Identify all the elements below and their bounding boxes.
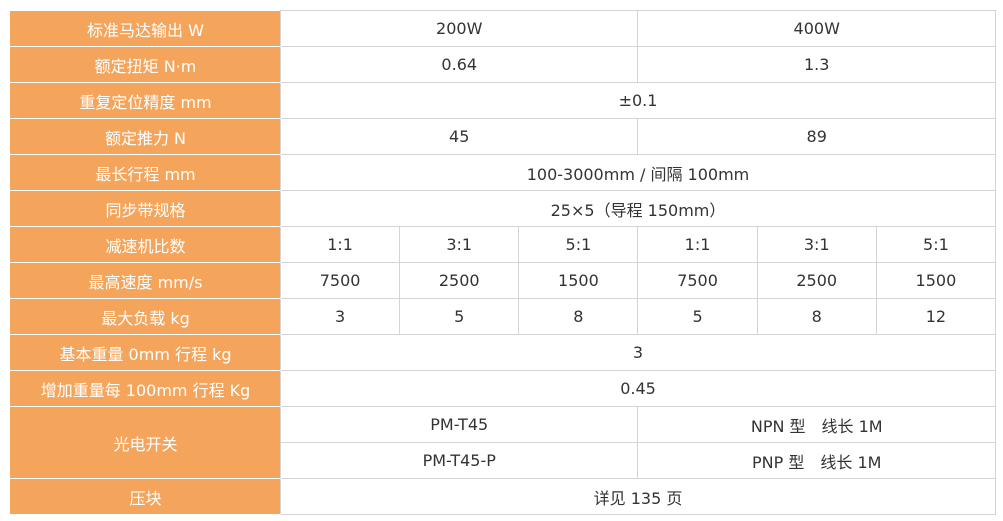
cell: 200W xyxy=(279,10,639,47)
table-row: 最长行程 mm 100-3000mm / 间隔 100mm xyxy=(10,154,996,191)
row-label: 最大负载 kg xyxy=(10,298,281,335)
cell: PNP 型 线长 1M xyxy=(637,442,996,479)
cell: 400W xyxy=(637,10,996,47)
cell: 45 xyxy=(279,118,639,155)
row-label: 减速机比数 xyxy=(10,226,281,263)
cell: ±0.1 xyxy=(280,82,996,119)
cell: 3:1 xyxy=(756,226,877,263)
row-label: 光电开关 xyxy=(10,406,281,479)
cell: 1:1 xyxy=(279,226,401,263)
cell: 89 xyxy=(637,118,996,155)
table-row: 同步带规格 25×5（导程 150mm） xyxy=(10,190,996,227)
cell: PM-T45-P xyxy=(279,442,639,479)
cell: 8 xyxy=(518,298,639,335)
cell: 1:1 xyxy=(637,226,758,263)
cell: 5 xyxy=(399,298,520,335)
table-row: PM-T45-P PNP 型 线长 1M xyxy=(11,442,996,479)
cell: 3:1 xyxy=(399,226,520,263)
row-label: 同步带规格 xyxy=(10,190,281,227)
cell: 1500 xyxy=(875,262,997,299)
cell: 3 xyxy=(280,334,996,371)
spec-table: 标准马达输出 W 200W 400W 额定扭矩 N·m 0.64 1.3 重复定位精度 mm… xyxy=(10,10,997,515)
cell: 8 xyxy=(756,298,877,335)
cell: 0.64 xyxy=(279,46,639,83)
cell: 0.45 xyxy=(280,370,996,407)
row-label: 最高速度 mm/s xyxy=(10,262,281,299)
table-row: 压块 详见 135 页 xyxy=(10,478,996,515)
table-row: 减速机比数 1:1 3:1 5:1 1:1 3:1 5:1 xyxy=(10,226,997,263)
cell: 3 xyxy=(279,298,401,335)
cell: 2500 xyxy=(756,262,877,299)
cell: 100-3000mm / 间隔 100mm xyxy=(280,154,996,191)
table-row: 增加重量每 100mm 行程 Kg 0.45 xyxy=(10,370,996,407)
cell: 1500 xyxy=(518,262,639,299)
row-label: 最长行程 mm xyxy=(10,154,281,191)
table-row: 额定推力 N 45 89 xyxy=(10,118,996,155)
cell: 1.3 xyxy=(637,46,996,83)
cell: 7500 xyxy=(279,262,401,299)
table-row: 光电开关 PM-T45 NPN 型 线长 1M xyxy=(10,406,996,479)
table-body: 标准马达输出 W 200W 400W 额定扭矩 N·m 0.64 1.3 重复定位精度 mm… xyxy=(10,10,997,515)
cell: PM-T45 xyxy=(279,406,639,443)
table-row: 最大负载 kg 3 5 8 5 8 12 xyxy=(10,298,997,335)
row-label: 压块 xyxy=(10,478,281,515)
table-row: 标准马达输出 W 200W 400W xyxy=(10,10,996,47)
row-label: 标准马达输出 W xyxy=(10,10,281,47)
cell: 5:1 xyxy=(518,226,639,263)
row-label: 基本重量 0mm 行程 kg xyxy=(10,334,281,371)
table-row: 额定扭矩 N·m 0.64 1.3 xyxy=(10,46,996,83)
table-row: 重复定位精度 mm ±0.1 xyxy=(10,82,996,119)
cell: 详见 135 页 xyxy=(280,478,996,515)
table-row: 最高速度 mm/s 7500 2500 1500 7500 2500 1500 xyxy=(10,262,997,299)
cell: 25×5（导程 150mm） xyxy=(280,190,996,227)
cell: 2500 xyxy=(399,262,520,299)
cell: NPN 型 线长 1M xyxy=(637,406,996,443)
cell: 7500 xyxy=(637,262,758,299)
cell: 5:1 xyxy=(875,226,997,263)
row-label: 重复定位精度 mm xyxy=(10,82,281,119)
row-label: 额定推力 N xyxy=(10,118,281,155)
row-label: 额定扭矩 N·m xyxy=(10,46,281,83)
cell: 5 xyxy=(637,298,758,335)
table-row: 基本重量 0mm 行程 kg 3 xyxy=(10,334,996,371)
cell: 12 xyxy=(875,298,997,335)
row-label: 增加重量每 100mm 行程 Kg xyxy=(10,370,281,407)
